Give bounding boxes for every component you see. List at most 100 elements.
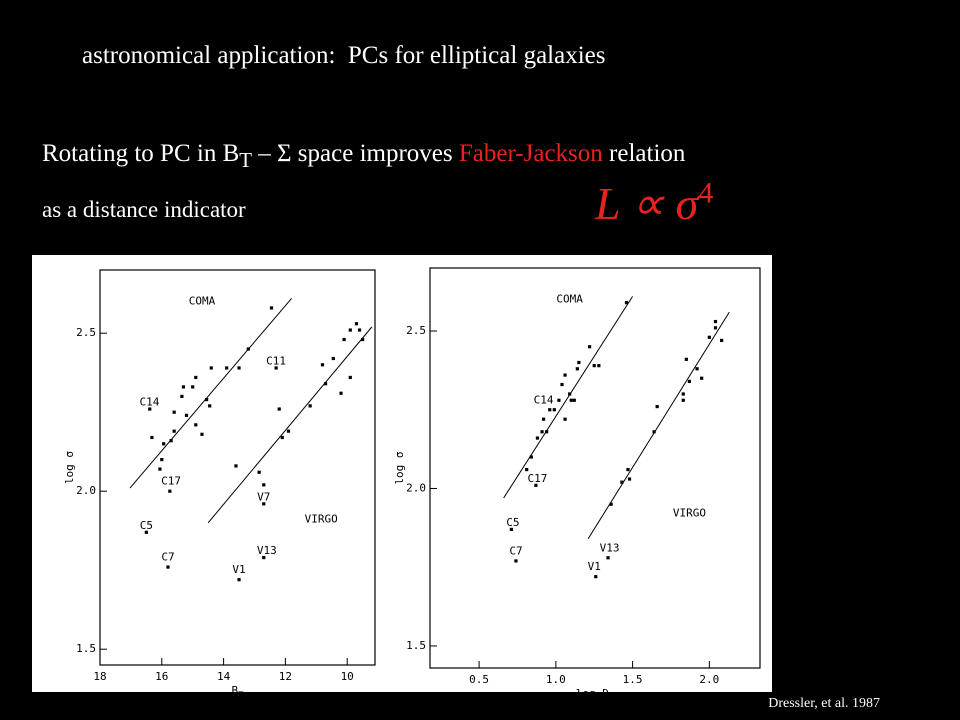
data-point — [540, 430, 544, 434]
annotation: C14 — [534, 393, 554, 406]
plot-frame — [429, 267, 761, 669]
data-point — [225, 366, 229, 370]
data-point — [626, 467, 630, 472]
x-tick-label: 1.0 — [546, 673, 566, 686]
data-point — [597, 364, 601, 368]
x-tick-label: 18 — [93, 670, 106, 683]
y-tick-label: 2.5 — [76, 326, 96, 339]
x-tick-label: 2.0 — [699, 673, 719, 686]
data-point — [184, 413, 189, 417]
data-point — [162, 442, 166, 446]
fit-line — [207, 326, 373, 524]
data-point — [308, 404, 312, 408]
annotation: V1 — [232, 563, 245, 576]
data-point — [262, 555, 266, 560]
data-point — [205, 397, 209, 402]
data-point — [150, 435, 154, 440]
data-point — [148, 407, 152, 411]
x-tick-label: 10 — [341, 670, 354, 683]
fit-line — [503, 296, 634, 499]
annotation: C7 — [509, 544, 522, 557]
data-point — [269, 306, 274, 310]
text: relation — [602, 140, 686, 167]
data-point — [166, 565, 170, 569]
annotation: V13 — [600, 541, 620, 554]
data-point — [200, 432, 204, 436]
text-line: Rotating to PC in BT – Σ space improves … — [42, 140, 685, 173]
y-tick-label: 1.5 — [76, 642, 96, 655]
data-point — [563, 373, 567, 377]
data-point — [357, 328, 362, 332]
data-point — [592, 364, 596, 368]
data-point — [560, 382, 564, 387]
data-point — [707, 335, 711, 339]
fit-line — [587, 311, 730, 540]
formula-base: L ∝ σ — [595, 178, 699, 229]
x-tick-label: 14 — [217, 670, 231, 683]
data-point — [144, 530, 148, 534]
data-point — [331, 356, 335, 361]
data-point — [194, 423, 198, 427]
data-point — [280, 435, 284, 440]
data-point — [160, 458, 164, 462]
annotation: C5 — [506, 516, 519, 529]
data-point — [509, 527, 513, 532]
x-axis-label-sub: n — [609, 694, 614, 704]
data-point — [720, 338, 724, 343]
data-point — [545, 430, 549, 434]
annotation: VIRGO — [673, 507, 706, 520]
y-tick-label: 1.5 — [406, 639, 426, 652]
data-point — [191, 385, 195, 389]
data-point — [713, 326, 718, 330]
data-point — [209, 366, 213, 370]
data-point — [181, 385, 186, 389]
text: Rotating to PC in B — [42, 140, 240, 167]
data-point — [681, 398, 685, 402]
annotation: C17 — [161, 475, 181, 488]
data-point — [588, 345, 592, 349]
data-point — [568, 392, 572, 396]
data-point — [354, 322, 359, 326]
data-point — [237, 366, 241, 370]
data-point — [514, 559, 518, 563]
annotation: V7 — [257, 491, 270, 504]
data-point — [262, 483, 266, 487]
data-point — [262, 502, 266, 506]
highlight: Faber-Jackson — [458, 140, 603, 167]
data-point — [234, 464, 238, 468]
data-point — [169, 439, 173, 443]
formula: L ∝ σ4 — [595, 176, 713, 230]
data-point — [180, 394, 184, 398]
data-point — [687, 379, 691, 383]
y-tick-label: 2.0 — [76, 484, 96, 497]
data-point — [208, 404, 212, 408]
data-point — [548, 408, 552, 412]
text-line: as a distance indicator — [42, 197, 246, 222]
data-point — [563, 417, 567, 421]
data-point — [572, 398, 576, 402]
annotation: V1 — [588, 560, 601, 573]
data-point — [652, 430, 656, 434]
data-point — [620, 480, 624, 484]
y-axis-label: log σ — [393, 451, 406, 484]
data-point — [237, 578, 241, 582]
text: – Σ space improves — [252, 140, 459, 167]
fit-line — [129, 298, 292, 489]
x-axis-label-text: B — [231, 684, 238, 697]
data-point — [713, 319, 718, 324]
annotation: VIRGO — [305, 513, 338, 526]
figure-panel — [32, 255, 772, 692]
data-point — [286, 429, 291, 433]
y-tick-label: 2.0 — [406, 481, 426, 494]
y-tick-label: 2.5 — [406, 324, 426, 337]
plot-frame — [99, 269, 376, 666]
annotation: C5 — [140, 519, 153, 532]
data-point — [624, 301, 629, 305]
data-point — [246, 347, 250, 351]
x-tick-label: 16 — [155, 670, 168, 683]
data-point — [594, 575, 598, 579]
data-point — [277, 407, 281, 411]
x-tick-label: 0.5 — [469, 673, 489, 686]
data-point — [541, 417, 546, 421]
